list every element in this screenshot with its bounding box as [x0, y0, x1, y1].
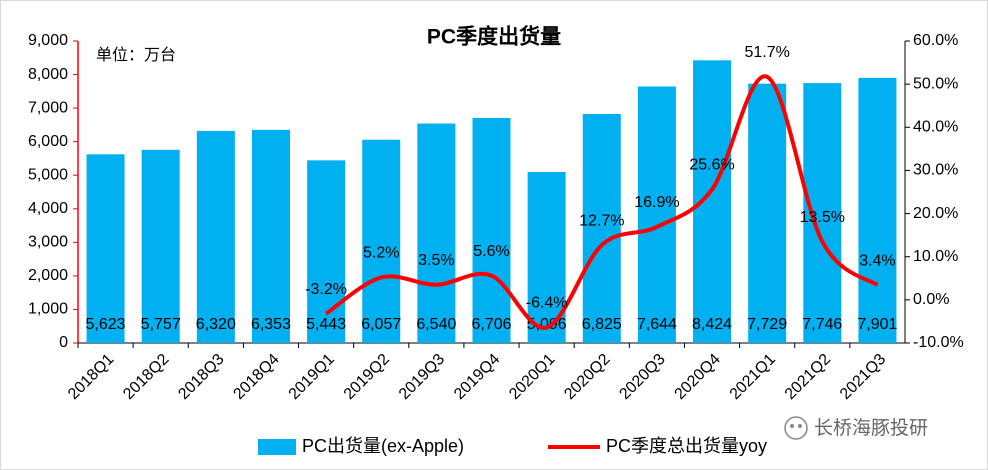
- y-tick-label: 7,000: [28, 99, 68, 116]
- bar-value-label: 6,320: [196, 316, 236, 333]
- bar-value-label: 7,729: [747, 316, 787, 333]
- line-value-label: 3.5%: [418, 252, 454, 269]
- bar: [582, 113, 621, 343]
- line-value-label: 13.5%: [800, 209, 845, 226]
- bar: [86, 154, 125, 343]
- line-value-label: 5.6%: [473, 243, 509, 260]
- bar: [141, 149, 180, 343]
- y2-tick-label: 30.0%: [913, 162, 958, 179]
- bar: [417, 123, 456, 344]
- bar-value-label: 6,057: [361, 316, 401, 333]
- legend-label: PC季度总出货量yoy: [606, 436, 767, 456]
- y2-tick-label: -10.0%: [913, 334, 964, 351]
- y2-tick-label: 0.0%: [913, 291, 949, 308]
- bar-value-label: 6,706: [471, 316, 511, 333]
- y2-tick-label: 50.0%: [913, 75, 958, 92]
- line-value-label: 25.6%: [689, 157, 734, 174]
- y-tick-label: 1,000: [28, 301, 68, 318]
- watermark: 长桥海豚投研: [814, 417, 928, 439]
- y-tick-label: 9,000: [28, 32, 68, 49]
- y-tick-label: 6,000: [28, 133, 68, 150]
- line: [324, 74, 879, 330]
- bar-value-label: 5,623: [86, 316, 126, 333]
- legend-label: PC出货量(ex-Apple): [302, 436, 464, 456]
- y-tick-label: 2,000: [28, 267, 68, 284]
- legend-swatch: [258, 439, 296, 455]
- y2-tick-label: 20.0%: [913, 205, 958, 222]
- y2-tick-label: 10.0%: [913, 248, 958, 265]
- bar: [748, 83, 787, 343]
- chart-title: PC季度出货量: [427, 25, 561, 49]
- bar-value-label: 6,825: [582, 316, 622, 333]
- bar-value-label: 7,746: [802, 316, 842, 333]
- bar-value-label: 8,424: [692, 316, 732, 333]
- bar: [362, 139, 401, 343]
- line-value-label: -3.2%: [305, 281, 347, 298]
- line-value-label: -6.4%: [526, 295, 568, 312]
- bar-value-label: 6,540: [416, 316, 456, 333]
- bar: [472, 117, 511, 344]
- y-tick-label: 0: [59, 334, 68, 351]
- y2-tick-label: 60.0%: [913, 32, 958, 49]
- bar-value-label: 6,353: [251, 316, 291, 333]
- watermark-icon: [784, 416, 808, 440]
- y-tick-label: 4,000: [28, 200, 68, 217]
- y2-tick-label: 40.0%: [913, 119, 958, 136]
- y-tick-label: 5,000: [28, 166, 68, 183]
- y-tick-label: 3,000: [28, 234, 68, 251]
- bar-value-label: 7,644: [637, 316, 677, 333]
- line-value-label: 16.9%: [634, 194, 679, 211]
- bar: [637, 86, 676, 343]
- bar: [858, 77, 897, 343]
- bar: [196, 130, 235, 343]
- bar-value-label: 7,901: [857, 316, 897, 333]
- y-tick-label: 8,000: [28, 66, 68, 83]
- line-value-label: 3.4%: [859, 252, 895, 269]
- line-value-label: 51.7%: [744, 44, 789, 61]
- line-value-label: 12.7%: [579, 212, 624, 229]
- line-value-label: 5.2%: [363, 245, 399, 262]
- bar-value-label: 5,757: [141, 316, 181, 333]
- unit-note: 单位：万台: [96, 46, 176, 64]
- bar: [251, 129, 290, 343]
- bar-value-label: 5,443: [306, 316, 346, 333]
